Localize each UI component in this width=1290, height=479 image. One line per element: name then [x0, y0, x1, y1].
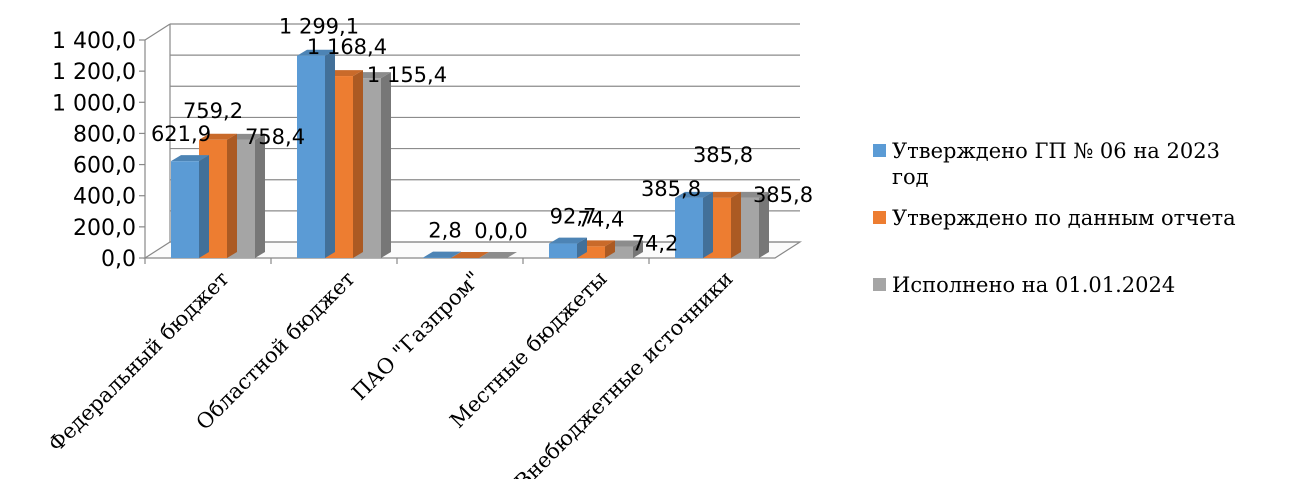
legend-item: Утверждено по данным отчета — [873, 206, 1236, 230]
bar-side — [633, 240, 643, 258]
bar-front — [577, 246, 605, 258]
bar — [171, 155, 209, 258]
bar-side — [605, 240, 615, 258]
bar-side — [577, 237, 587, 258]
bar-side — [759, 191, 769, 258]
data-label: 621,9 — [151, 122, 211, 146]
data-label: 1 155,4 — [367, 63, 447, 87]
bar-top — [297, 49, 335, 56]
x-category-label: Внебюджетные источники — [510, 267, 738, 479]
bar-side — [227, 133, 237, 258]
data-label: 385,8 — [641, 177, 701, 201]
legend-item: Исполнено на 01.01.2024 — [873, 273, 1175, 297]
bar-side — [325, 49, 335, 258]
bar-top — [451, 252, 489, 258]
bar — [479, 252, 517, 258]
bar-side — [199, 155, 209, 258]
bar-side — [703, 191, 713, 258]
y-tick-label: 1 400,0 — [52, 29, 136, 54]
bars — [171, 49, 769, 259]
legend-swatch — [873, 278, 886, 291]
data-label: 758,4 — [245, 125, 305, 149]
bar-top — [171, 155, 209, 162]
y-tick-label: 1 200,0 — [52, 60, 136, 85]
legend-label: Исполнено на 01.01.2024 — [892, 273, 1175, 297]
data-label: 74,2 — [632, 231, 679, 255]
legend-label: Утверждено ГП № 06 на 2023 — [892, 139, 1220, 163]
data-label: 0,0 — [494, 219, 527, 243]
bar-top — [549, 237, 587, 244]
y-tick-label: 200,0 — [73, 216, 136, 241]
y-tick-label: 800,0 — [73, 122, 136, 147]
y-tick-label: 400,0 — [73, 185, 136, 210]
data-label: 92,7 — [550, 205, 597, 229]
bar-front — [171, 161, 199, 258]
data-label: 759,2 — [183, 99, 243, 123]
bar — [549, 237, 587, 258]
wall-top-connector — [144, 23, 171, 41]
bar-top — [423, 251, 461, 258]
bar-top — [199, 133, 237, 140]
data-label: 2,8 — [428, 219, 461, 243]
data-label: 385,8 — [753, 183, 813, 207]
y-tick-label: 600,0 — [73, 154, 136, 179]
bar-top — [675, 191, 713, 198]
bar-side — [255, 133, 265, 258]
y-tick-label: 0,0 — [101, 247, 136, 272]
y-axis-tick-labels: 0,0 200,0 400,0 600,0 800,0 1 000,0 1 200,0 1 4… — [52, 29, 136, 272]
data-label: 74,4 — [578, 207, 625, 231]
data-label: 0,0 — [474, 219, 507, 243]
bar — [423, 251, 461, 258]
bar — [297, 49, 335, 258]
bar-side — [451, 251, 461, 258]
data-label: 385,8 — [693, 143, 753, 167]
legend-label: год — [892, 165, 929, 189]
bar — [451, 252, 489, 258]
bar-front — [675, 197, 703, 258]
data-label: 1 299,1 — [279, 15, 359, 39]
bar-front — [297, 55, 325, 258]
bar-front — [605, 246, 633, 258]
bar-front — [549, 243, 577, 258]
bar — [675, 191, 713, 258]
legend: Утверждено ГП № 06 на 2023годУтверждено … — [873, 139, 1236, 297]
y-tick-label: 1 000,0 — [52, 91, 136, 116]
x-category-label: ПАО "Газпром" — [347, 267, 485, 405]
bar-side — [381, 72, 391, 259]
legend-label: Утверждено по данным отчета — [892, 206, 1236, 230]
data-label: 1 168,4 — [307, 35, 387, 59]
bar-top — [479, 252, 517, 258]
bar-side — [731, 191, 741, 258]
legend-swatch — [873, 211, 886, 224]
legend-swatch — [873, 144, 886, 157]
bar-side — [353, 70, 363, 258]
